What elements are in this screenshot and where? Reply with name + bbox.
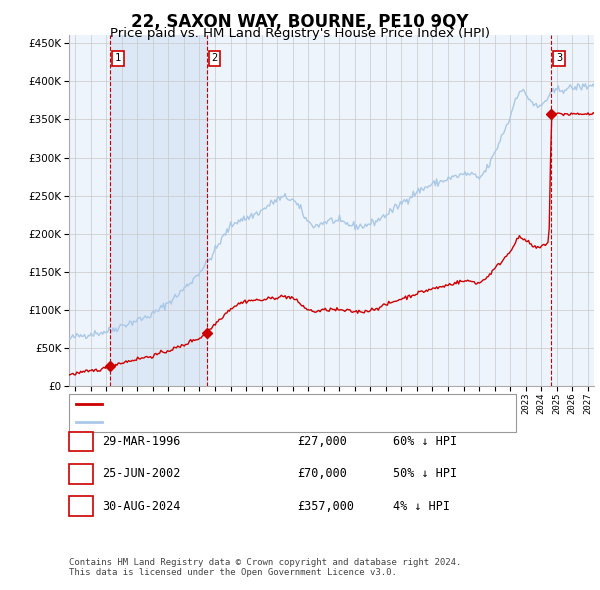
Text: 1: 1 [115,53,121,63]
Text: £357,000: £357,000 [297,500,354,513]
Text: 22, SAXON WAY, BOURNE, PE10 9QY: 22, SAXON WAY, BOURNE, PE10 9QY [131,13,469,31]
Text: 2: 2 [212,53,218,63]
Text: Contains HM Land Registry data © Crown copyright and database right 2024.
This d: Contains HM Land Registry data © Crown c… [69,558,461,577]
Text: 22, SAXON WAY, BOURNE, PE10 9QY (detached house): 22, SAXON WAY, BOURNE, PE10 9QY (detache… [106,399,406,409]
Text: 50% ↓ HPI: 50% ↓ HPI [393,467,457,480]
Text: 25-JUN-2002: 25-JUN-2002 [102,467,181,480]
Text: 2: 2 [77,467,85,480]
Text: 29-MAR-1996: 29-MAR-1996 [102,435,181,448]
Bar [110,35,207,386]
Text: 60% ↓ HPI: 60% ↓ HPI [393,435,457,448]
Text: £70,000: £70,000 [297,467,347,480]
Text: 3: 3 [77,500,85,513]
Text: Price paid vs. HM Land Registry's House Price Index (HPI): Price paid vs. HM Land Registry's House … [110,27,490,40]
Text: 30-AUG-2024: 30-AUG-2024 [102,500,181,513]
Text: 1: 1 [77,435,85,448]
Text: £27,000: £27,000 [297,435,347,448]
Text: 4% ↓ HPI: 4% ↓ HPI [393,500,450,513]
Text: 3: 3 [556,53,562,63]
Text: HPI: Average price, detached house, South Kesteven: HPI: Average price, detached house, Sout… [106,417,419,427]
